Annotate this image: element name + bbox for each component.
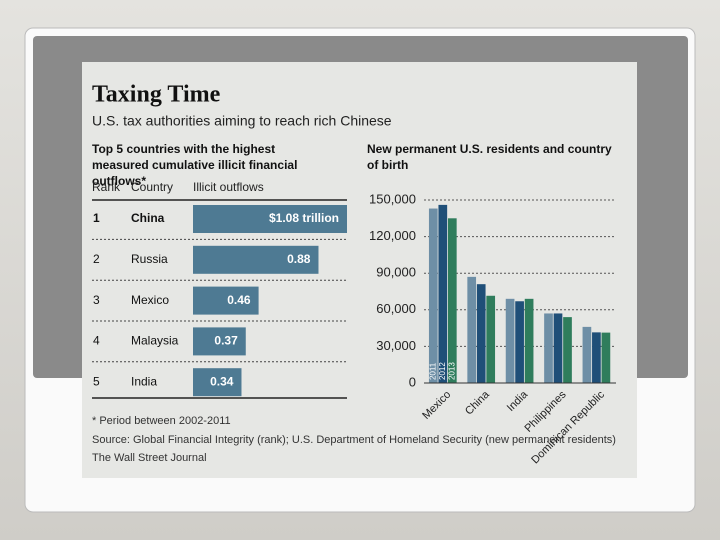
column-header: Illicit outflows [193,180,264,194]
bar [193,327,246,356]
y-tick-label: 120,000 [369,228,416,243]
bar [193,205,347,233]
series-label: 2013 [447,362,456,380]
rank: 2 [93,252,100,266]
bar [524,298,534,383]
y-tick-label: 30,000 [376,338,416,353]
rank: 1 [93,211,100,225]
category-label: Mexico [131,293,169,307]
bar [553,313,563,383]
category-label: Malaysia [131,334,179,348]
bar [486,295,496,383]
bar [563,317,572,383]
subtitle: U.S. tax authorities aiming to reach ric… [92,113,392,129]
source: Source: Global Financial Integrity (rank… [92,434,616,446]
bar [447,218,457,383]
chart-title: New permanent U.S. residents and country… [367,142,612,172]
rank: 3 [93,293,100,307]
y-tick-label: 90,000 [376,265,416,280]
bar [601,332,611,383]
bar [592,332,601,383]
value-label: 0.88 [287,252,311,266]
bar [428,208,438,383]
y-tick-label: 0 [409,374,416,389]
series-label: 2011 [428,362,437,380]
bar [476,284,486,383]
bar [467,276,477,383]
chart-title: Top 5 countries with the highest measured… [92,142,297,188]
publisher: The Wall Street Journal [92,452,207,464]
category-label: Russia [131,252,168,266]
y-tick-label: 150,000 [369,191,416,206]
bar [193,368,242,397]
bar [438,204,448,383]
infographic-card [82,62,637,478]
y-tick-label: 60,000 [376,301,416,316]
category-label: China [131,211,165,225]
category-label: India [131,374,157,388]
column-header: Country [131,180,173,194]
bar [193,286,259,315]
value-label: 0.37 [214,334,238,348]
column-header: Rank [92,180,121,194]
series-label: 2012 [438,362,447,380]
bar [505,298,515,383]
bar [515,301,524,383]
bar [582,326,592,383]
rank: 5 [93,374,100,388]
value-label: 0.34 [210,374,234,388]
title: Taxing Time [92,82,221,108]
bar [193,245,319,274]
rank: 4 [93,334,100,348]
value-label: $1.08 trillion [269,211,339,225]
bar [544,313,553,383]
footnote: * Period between 2002-2011 [92,415,231,427]
value-label: 0.46 [227,293,251,307]
